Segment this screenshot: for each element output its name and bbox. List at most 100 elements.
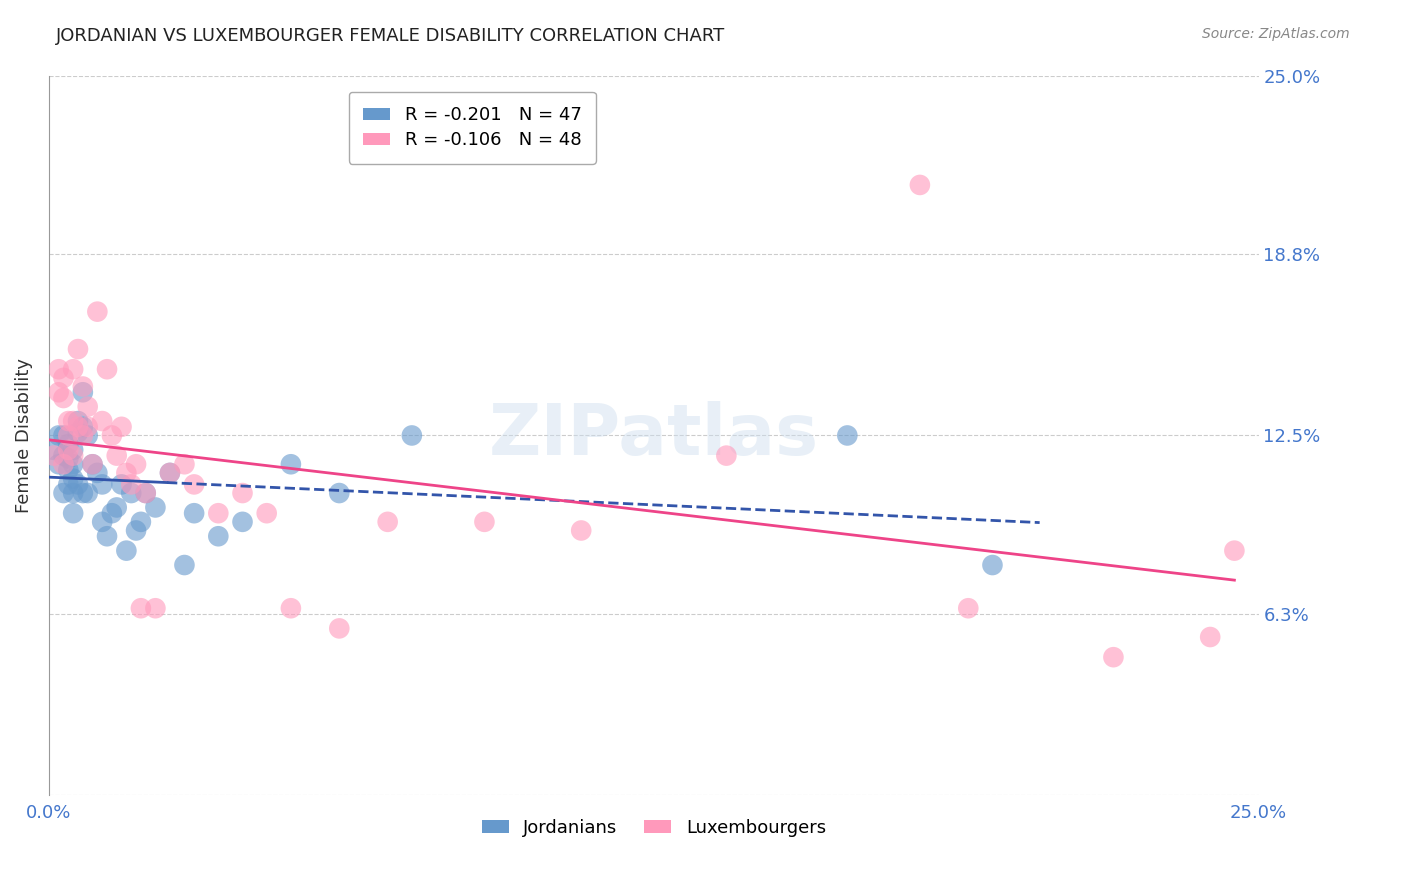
Point [48, 362, 70, 376]
Point [58, 442, 80, 457]
Point [86, 466, 108, 480]
Point [58, 463, 80, 477]
Point [52, 371, 75, 385]
Point [173, 457, 195, 471]
Y-axis label: Female Disability: Female Disability [15, 358, 32, 513]
Point [72, 486, 94, 500]
Point [86, 304, 108, 318]
Point [1223, 543, 1246, 558]
Point [173, 558, 195, 572]
Legend: Jordanians, Luxembourgers: Jordanians, Luxembourgers [474, 812, 834, 844]
Point [76, 419, 98, 434]
Point [72, 428, 94, 442]
Point [76, 400, 98, 414]
Point [66, 425, 89, 440]
Text: JORDANIAN VS LUXEMBOURGER FEMALE DISABILITY CORRELATION CHART: JORDANIAN VS LUXEMBOURGER FEMALE DISABIL… [56, 27, 725, 45]
Point [115, 543, 138, 558]
Point [62, 362, 84, 376]
Point [58, 414, 80, 428]
Point [62, 486, 84, 500]
Point [377, 515, 399, 529]
Point [280, 457, 302, 471]
Point [957, 601, 980, 615]
Text: Source: ZipAtlas.com: Source: ZipAtlas.com [1202, 27, 1350, 41]
Point [72, 385, 94, 400]
Point [58, 477, 80, 491]
Point [62, 414, 84, 428]
Point [52, 449, 75, 463]
Point [76, 486, 98, 500]
Point [76, 428, 98, 442]
Point [58, 437, 80, 451]
Point [82, 457, 104, 471]
Point [62, 506, 84, 520]
Point [256, 506, 278, 520]
Point [96, 362, 118, 376]
Point [837, 428, 859, 442]
Point [183, 477, 205, 491]
Point [91, 477, 114, 491]
Point [145, 601, 167, 615]
Point [159, 466, 181, 480]
Point [231, 486, 253, 500]
Point [401, 428, 423, 442]
Point [145, 500, 167, 515]
Point [183, 506, 205, 520]
Point [72, 379, 94, 393]
Point [474, 515, 496, 529]
Point [135, 486, 157, 500]
Point [96, 529, 118, 543]
Point [62, 442, 84, 457]
Point [62, 449, 84, 463]
Point [207, 506, 229, 520]
Point [207, 529, 229, 543]
Point [105, 500, 128, 515]
Point [129, 515, 152, 529]
Point [280, 601, 302, 615]
Point [110, 419, 132, 434]
Point [66, 419, 89, 434]
Point [981, 558, 1004, 572]
Point [48, 385, 70, 400]
Point [908, 178, 931, 192]
Point [120, 477, 142, 491]
Point [72, 419, 94, 434]
Point [120, 486, 142, 500]
Point [82, 457, 104, 471]
Point [91, 414, 114, 428]
Text: ZIPatlas: ZIPatlas [489, 401, 818, 470]
Point [62, 472, 84, 486]
Point [66, 342, 89, 356]
Point [42, 449, 65, 463]
Point [52, 486, 75, 500]
Point [129, 601, 152, 615]
Point [66, 414, 89, 428]
Point [716, 449, 738, 463]
Point [159, 466, 181, 480]
Point [42, 442, 65, 457]
Point [135, 486, 157, 500]
Point [231, 515, 253, 529]
Point [66, 477, 89, 491]
Point [125, 457, 148, 471]
Point [52, 391, 75, 405]
Point [52, 428, 75, 442]
Point [101, 506, 124, 520]
Point [1102, 650, 1125, 665]
Point [115, 466, 138, 480]
Point [52, 457, 75, 471]
Point [58, 451, 80, 466]
Point [105, 449, 128, 463]
Point [62, 457, 84, 471]
Point [328, 486, 350, 500]
Point [110, 477, 132, 491]
Point [48, 457, 70, 471]
Point [91, 515, 114, 529]
Point [1199, 630, 1222, 644]
Point [569, 524, 592, 538]
Point [48, 428, 70, 442]
Point [125, 524, 148, 538]
Point [101, 428, 124, 442]
Point [58, 428, 80, 442]
Point [328, 621, 350, 635]
